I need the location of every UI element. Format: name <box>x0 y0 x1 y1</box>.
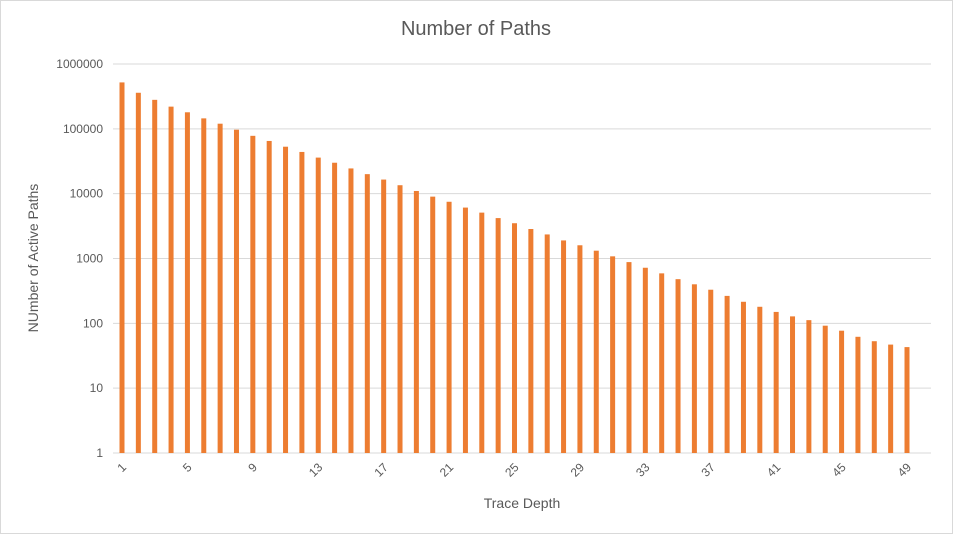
bar <box>871 341 877 453</box>
bar <box>315 157 321 453</box>
y-tick-label: 1 <box>96 446 103 460</box>
bar <box>855 336 861 453</box>
gridlines <box>113 63 931 454</box>
bar <box>135 92 141 453</box>
bar <box>283 146 289 453</box>
bar <box>201 118 207 453</box>
bar <box>217 123 223 453</box>
bar <box>413 190 419 454</box>
bar <box>626 262 632 453</box>
bar <box>724 295 730 453</box>
bar <box>233 129 239 453</box>
y-tick-label: 10000 <box>70 187 104 201</box>
bar <box>740 301 746 453</box>
bar <box>773 311 779 453</box>
y-tick-label: 1000000 <box>56 57 103 71</box>
bar <box>675 279 681 453</box>
x-tick-label: 29 <box>568 460 588 480</box>
bar <box>184 112 190 453</box>
bar <box>822 325 828 453</box>
x-tick-label: 21 <box>437 460 457 480</box>
x-tick-label: 49 <box>895 460 915 480</box>
bar <box>757 306 763 453</box>
bar <box>462 207 468 453</box>
chart-title: Number of Paths <box>401 18 551 40</box>
bar <box>495 218 501 453</box>
bar <box>593 250 599 453</box>
x-tick-label: 41 <box>764 460 784 480</box>
bar <box>839 330 845 453</box>
bar <box>691 284 697 453</box>
bar <box>446 201 452 453</box>
bar <box>806 320 812 453</box>
bar <box>790 316 796 453</box>
bar <box>168 106 174 453</box>
x-tick-label: 9 <box>245 460 260 475</box>
bar <box>544 234 550 453</box>
x-tick-label: 45 <box>829 460 849 480</box>
bar <box>430 196 436 453</box>
bar <box>397 185 403 454</box>
bar <box>479 212 485 453</box>
bar <box>528 229 534 453</box>
bar <box>610 256 616 453</box>
bar <box>642 267 648 453</box>
x-tick-label: 13 <box>306 460 326 480</box>
bar <box>152 99 158 453</box>
bar <box>888 344 894 453</box>
x-axis-title: Trace Depth <box>484 495 561 511</box>
y-tick-label: 1000 <box>76 252 103 266</box>
bar <box>904 347 910 453</box>
y-tick-label: 100000 <box>63 122 103 136</box>
y-tick-label: 100 <box>83 316 103 330</box>
x-tick-label: 1 <box>114 460 129 475</box>
bars <box>119 82 910 454</box>
bar <box>332 162 338 453</box>
bar <box>577 245 583 453</box>
bar <box>512 223 517 453</box>
x-tick-label: 37 <box>699 460 719 480</box>
bar <box>266 140 272 454</box>
bar <box>708 289 714 453</box>
bar <box>119 82 125 454</box>
y-axis-tick-labels: 1 10 100 1000 10000 100000 1000000 <box>56 57 103 460</box>
bar <box>348 168 354 453</box>
bar <box>381 179 387 453</box>
y-axis-title: NUmber of Active Paths <box>25 184 41 333</box>
x-axis-tick-labels: 1 5 9 13 17 21 25 29 33 37 41 45 49 <box>114 460 914 480</box>
x-tick-label: 25 <box>502 460 522 480</box>
x-tick-label: 17 <box>371 460 391 480</box>
bar <box>561 240 567 453</box>
y-tick-label: 10 <box>90 381 104 395</box>
bar <box>250 135 256 453</box>
x-tick-label: 33 <box>633 460 653 480</box>
bar <box>659 273 665 453</box>
bar <box>299 151 305 454</box>
x-tick-label: 5 <box>180 460 195 475</box>
bar <box>364 174 370 453</box>
